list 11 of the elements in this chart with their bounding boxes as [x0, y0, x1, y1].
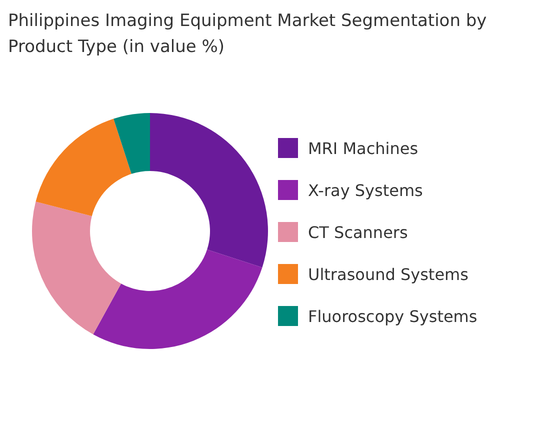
donut-slice [93, 250, 262, 349]
legend-label: X-ray Systems [308, 180, 423, 200]
donut-slice [36, 118, 132, 216]
chart-title: Philippines Imaging Equipment Market Segmentation by Product Type (in value %) [8, 10, 488, 59]
legend-label: Fluoroscopy Systems [308, 306, 478, 326]
legend-label: MRI Machines [308, 138, 418, 158]
legend-label: CT Scanners [308, 222, 408, 242]
donut-slice [150, 113, 268, 268]
donut-slice [114, 113, 150, 174]
donut-slice [32, 202, 122, 334]
legend-label: Ultrasound Systems [308, 264, 468, 284]
